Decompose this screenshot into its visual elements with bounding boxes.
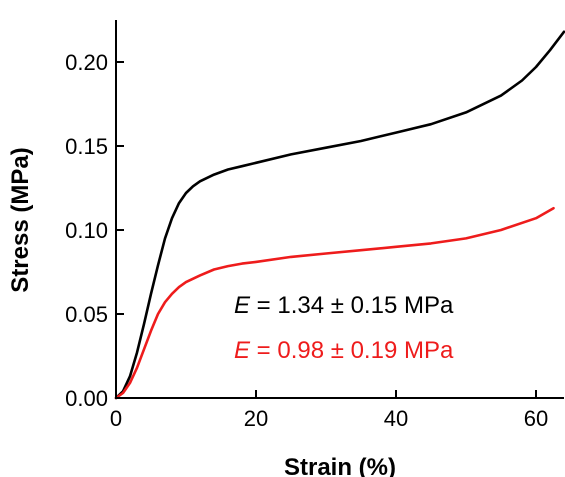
plot-area	[114, 30, 565, 400]
y-tick-label: 0.15	[65, 134, 108, 159]
series-line-0	[114, 30, 565, 400]
x-tick-label: 40	[384, 406, 408, 431]
x-tick-label: 60	[524, 406, 548, 431]
annotation-black: E = 1.34 ± 0.15 MPa	[234, 292, 454, 319]
annotation-black-value: = 1.34 ± 0.15 MPa	[250, 292, 454, 319]
axes	[115, 20, 564, 399]
annotation-red-symbol: E	[234, 337, 251, 364]
x-tick-label: 20	[244, 406, 268, 431]
y-axis-title: Stress (MPa)	[7, 147, 34, 292]
ticks: 0 20 40 60 0.00 0.05 0.10 0.15 0.20	[65, 50, 548, 431]
x-tick-label: 0	[110, 406, 122, 431]
x-axis-title: Strain (%)	[284, 454, 396, 477]
y-tick-label: 0.05	[65, 302, 108, 327]
y-tick-label: 0.20	[65, 50, 108, 75]
series-line-1	[114, 206, 555, 400]
annotation-red: E = 0.98 ± 0.19 MPa	[234, 337, 454, 364]
annotation-black-symbol: E	[234, 292, 251, 319]
annotation-red-value: = 0.98 ± 0.19 MPa	[250, 337, 454, 364]
y-tick-label: 0.00	[65, 386, 108, 411]
y-tick-label: 0.10	[65, 218, 108, 243]
